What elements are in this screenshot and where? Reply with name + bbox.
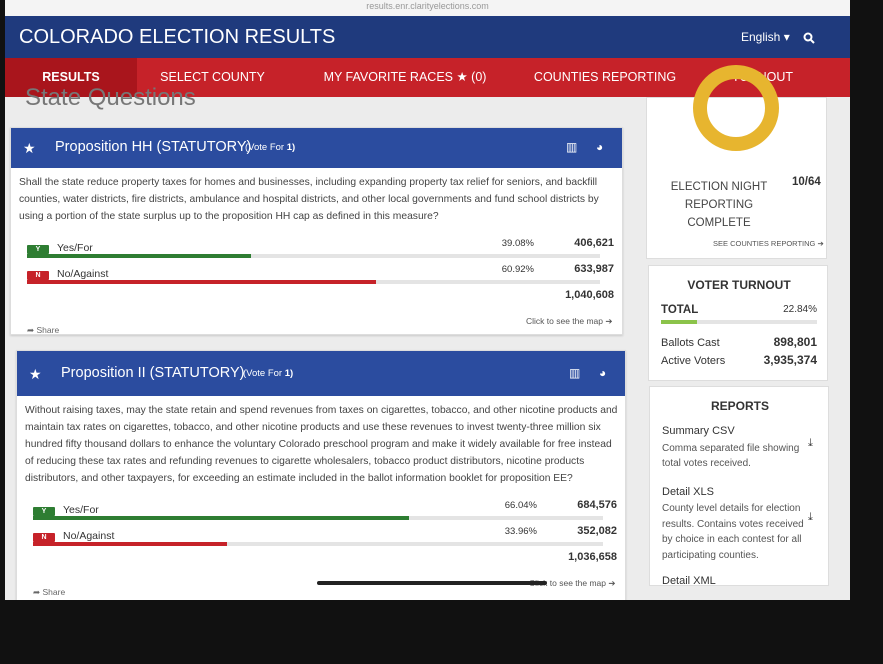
contest-total: 1,036,658 bbox=[568, 551, 617, 563]
contest-description: Shall the state reduce property taxes fo… bbox=[19, 177, 599, 222]
contest-card: ★ Proposition HH (STATUTORY) (Vote For 1… bbox=[10, 127, 623, 335]
map-link[interactable]: Click to see the map ➔ bbox=[526, 316, 613, 326]
choice-track bbox=[27, 280, 600, 284]
vote-for-count: 1) bbox=[284, 367, 294, 379]
report-name[interactable]: Summary CSV bbox=[662, 425, 735, 437]
choice-badge: Y bbox=[33, 507, 55, 516]
turnout-card: VOTER TURNOUT TOTAL 22.84% Ballots Cast … bbox=[648, 265, 828, 381]
vote-for: (Vote For 1) bbox=[245, 142, 295, 153]
map-link[interactable]: Click to see the map ➔ bbox=[529, 578, 616, 588]
chart-icon[interactable]: ◕ bbox=[599, 365, 607, 380]
turnout-track bbox=[661, 320, 817, 324]
language-select[interactable]: English ▾ bbox=[741, 30, 790, 44]
map-icon[interactable]: ▥ bbox=[566, 140, 578, 154]
choice-bar bbox=[27, 254, 251, 258]
choice-track bbox=[33, 542, 603, 546]
reporting-label: ELECTION NIGHT REPORTING COMPLETE bbox=[670, 181, 768, 229]
site-title: COLORADO ELECTION RESULTS bbox=[19, 26, 336, 48]
reporting-card: ELECTION NIGHT REPORTING COMPLETE 10/64 … bbox=[646, 65, 827, 259]
vote-for-label: (Vote For bbox=[245, 142, 285, 153]
search-icon[interactable] bbox=[803, 32, 815, 44]
report-name[interactable]: Detail XML bbox=[662, 575, 716, 587]
nav-item[interactable]: COUNTIES REPORTING bbox=[533, 70, 677, 84]
contest-title: Proposition HH (STATUTORY) bbox=[55, 139, 252, 155]
counties-link[interactable]: SEE COUNTIES REPORTING ➔ bbox=[713, 239, 824, 248]
report-description: Comma separated file showing total votes… bbox=[662, 443, 800, 469]
choice-bar bbox=[33, 516, 410, 520]
share-text[interactable]: Share bbox=[36, 325, 60, 335]
voters-value: 3,935,374 bbox=[763, 353, 817, 367]
choice-votes: 684,576 bbox=[577, 499, 617, 511]
contest-header: ★ Proposition HH (STATUTORY) (Vote For 1… bbox=[11, 128, 622, 168]
choice-bar bbox=[33, 542, 227, 546]
ballots-label: Ballots Cast bbox=[661, 337, 720, 349]
choice-badge: Y bbox=[27, 245, 49, 254]
choice-bar bbox=[27, 280, 377, 284]
map-link-text[interactable]: Click to see the map bbox=[529, 578, 607, 588]
section-title: State Questions bbox=[25, 84, 196, 111]
turnout-percent: 22.84% bbox=[783, 304, 817, 315]
reports-card: REPORTS Summary CSV Comma separated file… bbox=[649, 386, 829, 587]
site-header: COLORADO ELECTION RESULTS English ▾ bbox=[5, 16, 850, 58]
share-button[interactable]: ➦ Share bbox=[33, 587, 66, 597]
contest-description: Without raising taxes, may the state ret… bbox=[25, 405, 618, 484]
choice-track bbox=[27, 254, 600, 258]
url[interactable]: results.enr.clarityelections.com bbox=[366, 1, 489, 11]
ballots-value: 898,801 bbox=[773, 335, 817, 349]
choice-percent: 33.96% bbox=[504, 526, 537, 537]
nav-item[interactable]: SELECT COUNTY bbox=[160, 70, 265, 84]
nav-item[interactable]: MY FAVORITE RACES ★ (0) bbox=[323, 70, 487, 84]
report-description: County level details for election result… bbox=[662, 503, 804, 561]
share-text[interactable]: Share bbox=[42, 587, 66, 597]
contest-title: Proposition II (STATUTORY) bbox=[61, 364, 245, 381]
vote-for-count: 1) bbox=[286, 142, 296, 153]
turnout-bar bbox=[661, 320, 697, 324]
choice-votes: 406,621 bbox=[574, 237, 614, 249]
reporting-donut bbox=[693, 65, 779, 151]
report-name[interactable]: Detail XLS bbox=[662, 486, 714, 498]
share-button[interactable]: ➦ Share bbox=[27, 325, 60, 335]
download-icon[interactable]: ⤓ bbox=[808, 511, 813, 523]
choice-track bbox=[33, 516, 603, 520]
reporting-count: 10/64 bbox=[792, 176, 821, 188]
choice-name: Yes/For bbox=[57, 242, 93, 254]
chart-icon[interactable]: ◕ bbox=[596, 140, 604, 154]
nav-item[interactable]: RESULTS bbox=[5, 58, 137, 97]
choice-badge: N bbox=[27, 271, 49, 280]
total-label: TOTAL bbox=[661, 304, 699, 316]
link-text[interactable]: SEE COUNTIES REPORTING bbox=[713, 239, 816, 248]
choice-percent: 39.08% bbox=[501, 238, 534, 249]
choice-percent: 66.04% bbox=[504, 500, 537, 511]
screen: results.enr.clarityelections.com COLORAD… bbox=[5, 0, 850, 600]
choice-badge: N bbox=[33, 533, 55, 542]
address-bar: results.enr.clarityelections.com bbox=[5, 0, 850, 20]
contest-card: ★ Proposition II (STATUTORY) (Vote For 1… bbox=[16, 350, 626, 600]
map-icon[interactable]: ▥ bbox=[569, 365, 581, 380]
language[interactable]: English bbox=[741, 30, 781, 44]
voters-label: Active Voters bbox=[661, 355, 726, 367]
choice-votes: 633,987 bbox=[574, 263, 614, 275]
contest-header: ★ Proposition II (STATUTORY) (Vote For 1… bbox=[17, 351, 625, 396]
contest-total: 1,040,608 bbox=[565, 289, 614, 301]
favorites-count: (0) bbox=[471, 70, 487, 84]
nav-label[interactable]: MY FAVORITE RACES bbox=[323, 70, 453, 84]
vote-for-label: (Vote For bbox=[243, 367, 283, 379]
choice-percent: 60.92% bbox=[501, 264, 534, 275]
choice-name: No/Against bbox=[57, 268, 109, 280]
home-indicator bbox=[317, 581, 547, 585]
favorite-star[interactable]: ★ bbox=[23, 140, 36, 156]
choice-votes: 352,082 bbox=[577, 525, 617, 537]
choice-name: No/Against bbox=[63, 530, 115, 542]
choice-name: Yes/For bbox=[63, 504, 99, 516]
reports-title: REPORTS bbox=[710, 399, 769, 413]
favorite-star[interactable]: ★ bbox=[29, 365, 42, 382]
download-icon[interactable]: ⤓ bbox=[808, 437, 813, 449]
turnout-title: VOTER TURNOUT bbox=[687, 278, 791, 292]
map-link-text[interactable]: Click to see the map bbox=[526, 316, 604, 326]
vote-for: (Vote For 1) bbox=[243, 368, 293, 379]
